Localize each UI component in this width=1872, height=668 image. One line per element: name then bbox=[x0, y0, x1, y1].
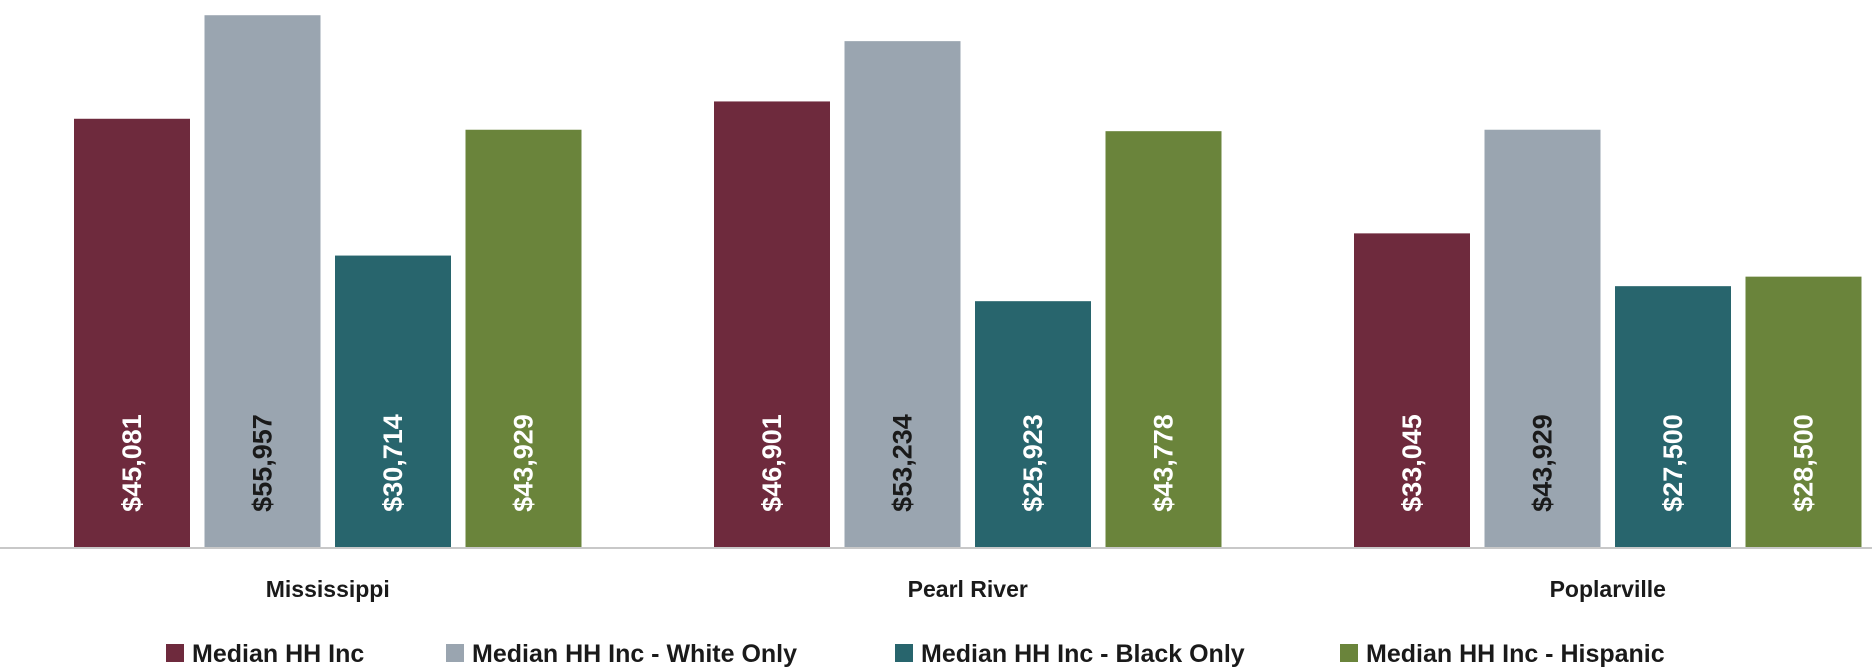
data-label: $53,234 bbox=[888, 414, 918, 512]
legend-swatch bbox=[166, 644, 184, 662]
category-label: Mississippi bbox=[266, 576, 390, 602]
bar-mississippi-series-4 bbox=[465, 129, 582, 548]
data-label: $45,081 bbox=[117, 414, 147, 512]
data-label: $28,500 bbox=[1789, 414, 1819, 512]
bar-pearl-river-series-4 bbox=[1105, 131, 1222, 548]
bar-mississippi-series-1 bbox=[74, 118, 190, 548]
legend-label: Median HH Inc - Black Only bbox=[921, 640, 1245, 668]
legend-label: Median HH Inc - Hispanic bbox=[1366, 640, 1665, 668]
data-label: $33,045 bbox=[1397, 414, 1427, 512]
legend-item: Median HH Inc - White Only bbox=[446, 640, 797, 668]
legend-label: Median HH Inc - White Only bbox=[472, 640, 797, 668]
data-label: $30,714 bbox=[378, 414, 408, 512]
data-label: $55,957 bbox=[248, 414, 278, 512]
data-labels-group: $45,081 $55,957 $30,714 $43,929 $46,901 $53,2… bbox=[117, 414, 1819, 512]
bar-mississippi-series-2 bbox=[204, 15, 321, 549]
bar-pearl-river-series-2 bbox=[844, 41, 961, 549]
legend: Median HH Inc Median HH Inc - White Only M… bbox=[166, 640, 1665, 668]
data-label: $43,929 bbox=[1528, 414, 1558, 512]
category-labels-group: Mississippi Pearl River Poplarville bbox=[266, 576, 1666, 602]
data-label: $25,923 bbox=[1018, 414, 1048, 512]
legend-swatch bbox=[446, 644, 464, 662]
category-label: Pearl River bbox=[908, 576, 1028, 602]
bar-poplarville-series-1 bbox=[1354, 233, 1470, 548]
legend-swatch bbox=[1340, 644, 1358, 662]
bars-group bbox=[74, 15, 1862, 549]
legend-swatch bbox=[895, 644, 913, 662]
bar-poplarville-series-3 bbox=[1615, 286, 1731, 548]
legend-item: Median HH Inc bbox=[166, 640, 364, 668]
data-label: $27,500 bbox=[1658, 414, 1688, 512]
category-label: Poplarville bbox=[1550, 576, 1666, 602]
bar-poplarville-series-4 bbox=[1745, 276, 1862, 548]
bar-pearl-river-series-3 bbox=[975, 301, 1091, 548]
legend-label: Median HH Inc bbox=[192, 640, 364, 668]
data-label: $46,901 bbox=[757, 414, 787, 512]
legend-item: Median HH Inc - Hispanic bbox=[1340, 640, 1665, 668]
data-label: $43,778 bbox=[1149, 414, 1179, 512]
bar-poplarville-series-2 bbox=[1484, 129, 1601, 548]
bar-pearl-river-series-1 bbox=[714, 101, 830, 549]
data-label: $43,929 bbox=[509, 414, 539, 512]
legend-item: Median HH Inc - Black Only bbox=[895, 640, 1245, 668]
bar-mississippi-series-3 bbox=[335, 255, 451, 548]
